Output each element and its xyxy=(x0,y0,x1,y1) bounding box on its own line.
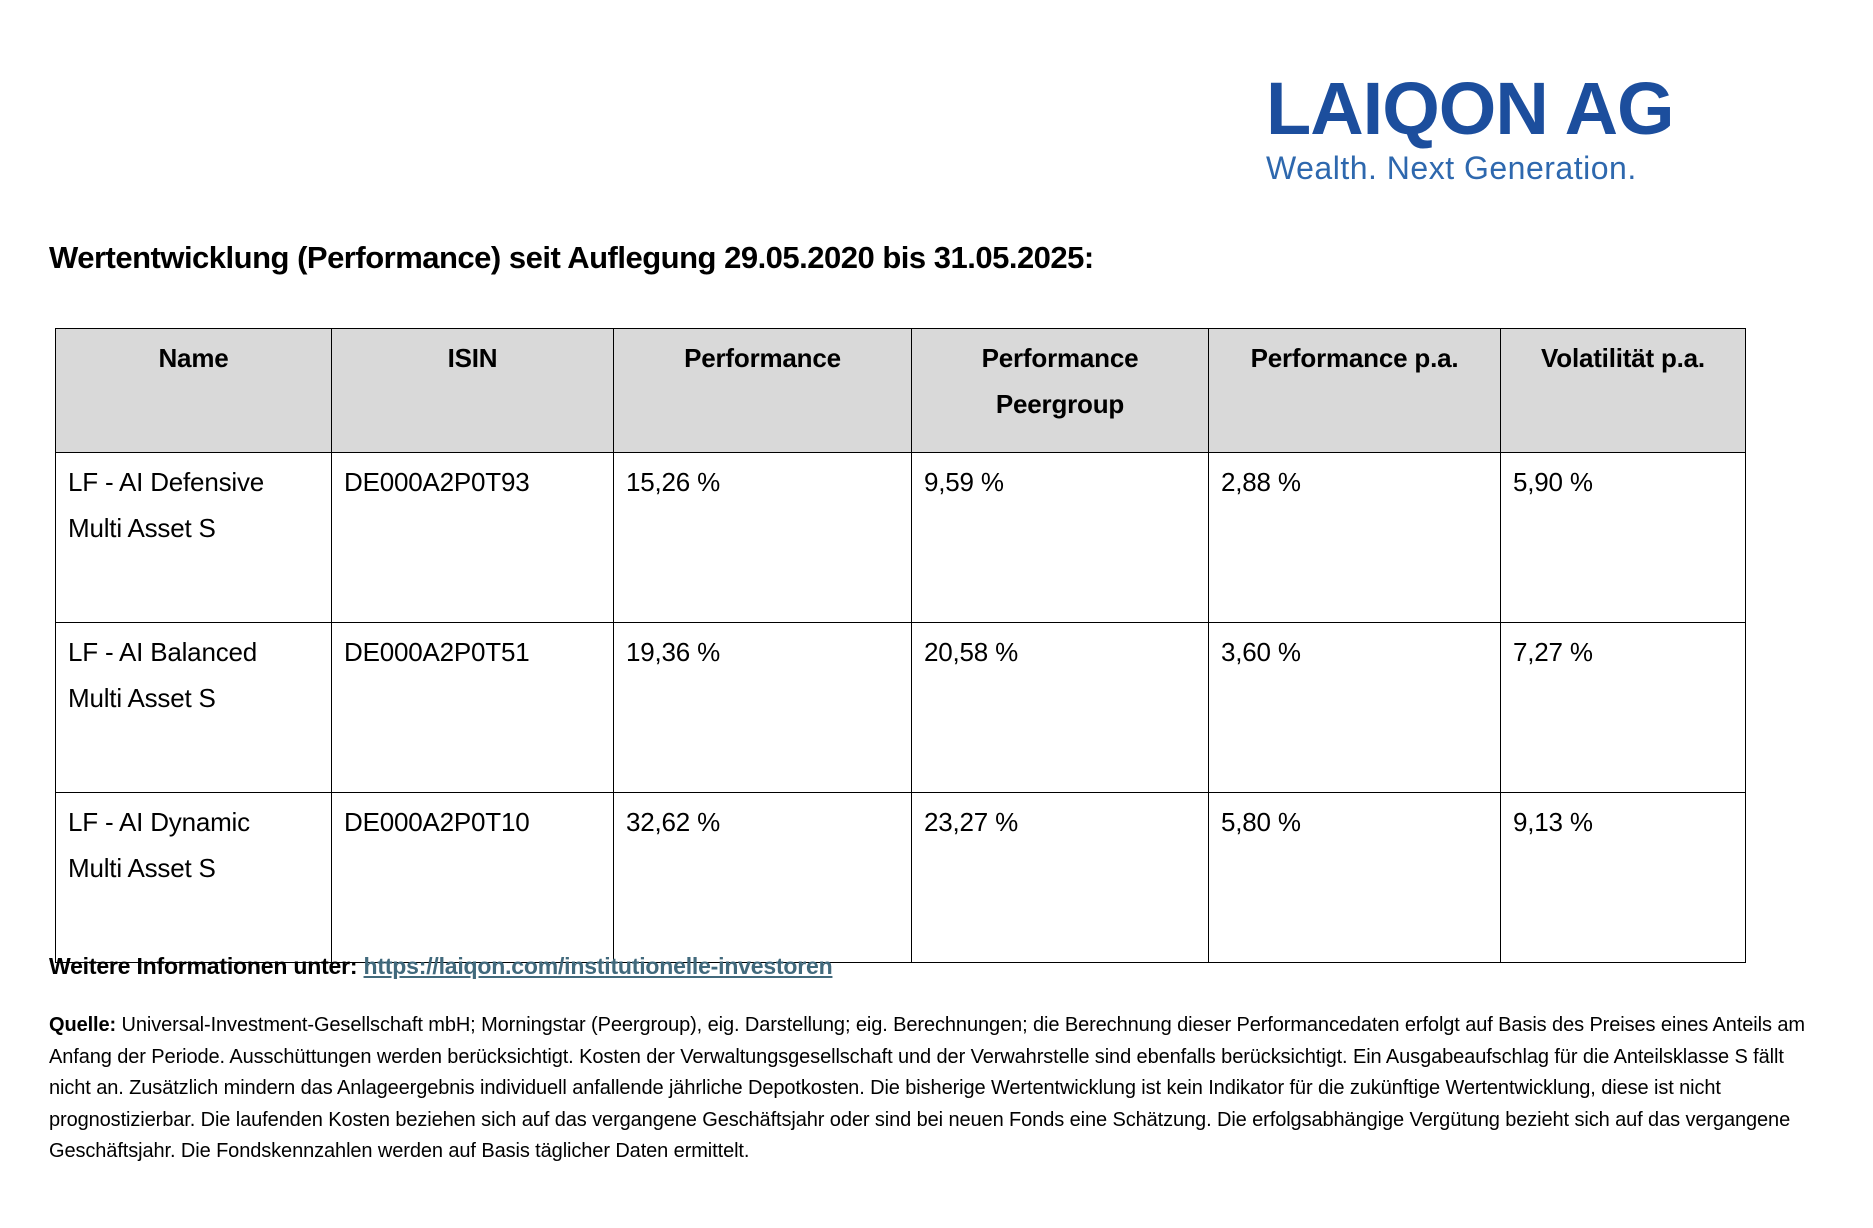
logo-wordmark: LAIQON AG xyxy=(1266,67,1675,150)
performance-peergroup-cell: 9,59 % xyxy=(911,452,1209,623)
performance-peergroup-cell: 20,58 % xyxy=(911,622,1209,793)
performance-pa-cell: 5,80 % xyxy=(1208,792,1501,963)
fund-name-line1: LF - AI Defensive xyxy=(68,467,265,497)
logo-tagline: Wealth. Next Generation. xyxy=(1266,150,1637,186)
column-header-isin: ISIN xyxy=(331,328,614,453)
fund-name-cell: LF - AI Defensive Multi Asset S xyxy=(55,452,332,623)
fund-name-line2: Multi Asset S xyxy=(68,513,216,543)
table-row: LF - AI Dynamic Multi Asset S DE000A2P0T… xyxy=(55,792,1746,963)
more-info-line: Weitere Informationen unter: https://lai… xyxy=(49,953,833,980)
performance-cell: 15,26 % xyxy=(613,452,912,623)
more-info-label: Weitere Informationen unter: xyxy=(49,953,364,979)
table-header-row: Name ISIN Performance Performance Peergr… xyxy=(55,328,1746,453)
fund-name-line1: LF - AI Balanced xyxy=(68,637,258,667)
table-row: LF - AI Balanced Multi Asset S DE000A2P0… xyxy=(55,622,1746,793)
performance-peergroup-cell: 23,27 % xyxy=(911,792,1209,963)
source-note: Quelle: Universal-Investment-Gesellschaf… xyxy=(49,1010,1825,1168)
column-header-performance: Performance xyxy=(613,328,912,453)
isin-cell: DE000A2P0T93 xyxy=(331,452,614,623)
volatility-pa-cell: 9,13 % xyxy=(1500,792,1746,963)
performance-cell: 19,36 % xyxy=(613,622,912,793)
source-note-text: Universal-Investment-Gesellschaft mbH; M… xyxy=(49,1014,1805,1162)
column-header-name: Name xyxy=(55,328,332,453)
table-row: LF - AI Defensive Multi Asset S DE000A2P… xyxy=(55,452,1746,623)
fund-name-line2: Multi Asset S xyxy=(68,853,216,883)
column-header-performance-pa: Performance p.a. xyxy=(1208,328,1501,453)
isin-cell: DE000A2P0T10 xyxy=(331,792,614,963)
column-header-volatility-pa: Volatilität p.a. xyxy=(1500,328,1746,453)
source-note-label: Quelle: xyxy=(49,1014,117,1036)
company-logo: LAIQON AG Wealth. Next Generation. xyxy=(1266,72,1746,187)
performance-table: Name ISIN Performance Performance Peergr… xyxy=(55,328,1746,963)
volatility-pa-cell: 5,90 % xyxy=(1500,452,1746,623)
fund-name-cell: LF - AI Dynamic Multi Asset S xyxy=(55,792,332,963)
column-header-performance-peergroup: Performance Peergroup xyxy=(911,328,1209,453)
more-info-link[interactable]: https://laiqon.com/institutionelle-inves… xyxy=(363,953,833,979)
fund-name-line2: Multi Asset S xyxy=(68,683,216,713)
volatility-pa-cell: 7,27 % xyxy=(1500,622,1746,793)
performance-pa-cell: 2,88 % xyxy=(1208,452,1501,623)
page-title: Wertentwicklung (Performance) seit Aufle… xyxy=(49,240,1094,275)
fund-name-cell: LF - AI Balanced Multi Asset S xyxy=(55,622,332,793)
isin-cell: DE000A2P0T51 xyxy=(331,622,614,793)
performance-pa-cell: 3,60 % xyxy=(1208,622,1501,793)
performance-cell: 32,62 % xyxy=(613,792,912,963)
fund-name-line1: LF - AI Dynamic xyxy=(68,807,250,837)
